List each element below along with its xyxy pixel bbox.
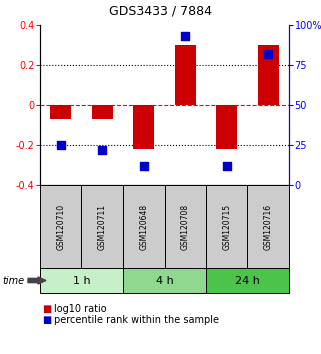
Text: percentile rank within the sample: percentile rank within the sample bbox=[54, 315, 219, 325]
Point bbox=[100, 147, 105, 153]
Text: 4 h: 4 h bbox=[156, 275, 173, 285]
Bar bbox=[133, 105, 154, 149]
Text: GSM120648: GSM120648 bbox=[139, 204, 148, 250]
Text: 24 h: 24 h bbox=[235, 275, 260, 285]
Point bbox=[141, 163, 146, 169]
Point bbox=[58, 142, 63, 148]
Text: GSM120710: GSM120710 bbox=[56, 204, 65, 250]
Text: ■: ■ bbox=[42, 304, 51, 314]
Text: GSM120711: GSM120711 bbox=[98, 204, 107, 250]
Text: time: time bbox=[2, 275, 24, 285]
Point bbox=[266, 51, 271, 57]
Bar bbox=[50, 105, 71, 119]
Text: GSM120715: GSM120715 bbox=[222, 204, 231, 250]
Text: GDS3433 / 7884: GDS3433 / 7884 bbox=[109, 5, 212, 18]
Bar bbox=[92, 105, 113, 119]
Bar bbox=[175, 45, 195, 105]
Bar bbox=[258, 45, 279, 105]
Text: GSM120716: GSM120716 bbox=[264, 204, 273, 250]
Text: GSM120708: GSM120708 bbox=[181, 204, 190, 250]
Point bbox=[183, 33, 188, 39]
Text: 1 h: 1 h bbox=[73, 275, 90, 285]
Text: log10 ratio: log10 ratio bbox=[54, 304, 107, 314]
Point bbox=[224, 163, 229, 169]
Text: ■: ■ bbox=[42, 315, 51, 325]
Bar bbox=[216, 105, 237, 149]
